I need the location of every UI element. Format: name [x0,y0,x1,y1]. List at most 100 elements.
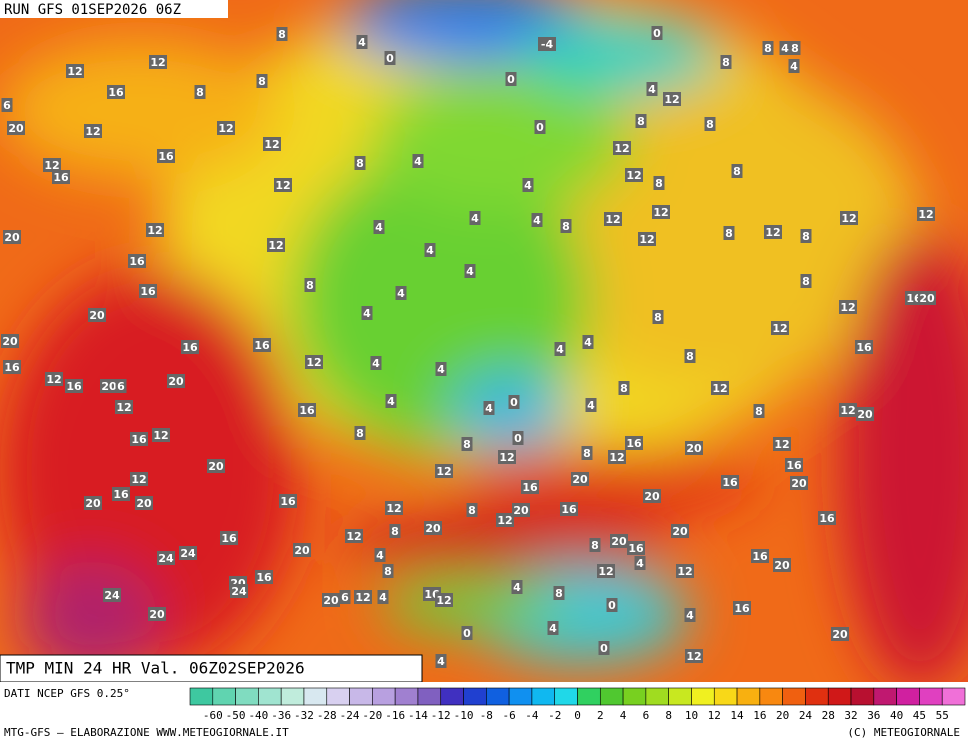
label-box [382,564,394,578]
label-box [356,35,368,49]
label-box [298,403,316,417]
color-swatch [326,687,350,706]
label-box [597,564,615,578]
value-label: 8 [463,438,471,451]
label-box [585,398,597,412]
value-label: 12 [147,224,162,237]
colorbar-label: 55 [936,709,949,722]
label-box [512,503,530,517]
label-box [370,356,382,370]
value-label: 4 [549,622,557,635]
value-label: 8 [384,565,392,578]
label-box [618,381,630,395]
label-box [461,626,473,640]
value-label: 4 [466,265,474,278]
value-label: 4 [524,179,532,192]
label-box [146,223,164,237]
label-box [276,27,288,41]
label-box [720,55,732,69]
value-label: 12 [116,401,131,414]
label-box [322,593,340,607]
value-label: 0 [386,52,394,65]
colorbar-label: -2 [548,709,561,722]
color-swatch [349,687,373,706]
value-label: 16 [4,361,20,374]
label-box [652,310,664,324]
label-box [148,607,166,621]
value-label: 8 [583,447,591,460]
value-label: 4 [397,287,405,300]
label-box [589,538,601,552]
color-swatch [280,687,305,706]
value-label: 4 [358,36,366,49]
value-label: -4 [541,38,554,51]
color-swatch [827,687,852,706]
value-label: 8 [802,275,810,288]
label-box [389,524,401,538]
label-box [461,437,473,451]
colorbar-label: 16 [753,709,766,722]
value-label: 20 [208,460,224,473]
value-label: 20 [85,497,101,510]
color-swatch [258,687,282,706]
label-box [112,487,130,501]
value-label: 12 [67,65,82,78]
label-box [84,496,102,510]
value-label: 16 [561,503,577,516]
value-label: 4 [437,655,445,668]
label-box [45,372,63,386]
value-label: 8 [791,42,799,55]
colorbar-label: 45 [913,709,926,722]
label-box [115,379,127,393]
label-box [522,178,534,192]
value-label: 4 [379,591,387,604]
label-box [107,85,125,99]
label-box [723,226,735,240]
value-label: 20 [425,522,441,535]
label-box [230,584,248,598]
value-label: 20 [832,628,848,641]
value-label: 4 [587,399,595,412]
colorbar-label: -20 [362,709,382,722]
colorbar-label: 0 [574,709,581,722]
label-box [293,543,311,557]
label-box [52,170,70,184]
title-box [0,654,423,683]
value-label: 20 [857,408,873,421]
color-swatch [486,687,510,706]
label-box [7,121,25,135]
label-box [598,641,610,655]
value-label: 12 [436,594,451,607]
value-label: 8 [706,118,714,131]
value-label: 20 [4,231,20,244]
value-label: 20 [136,497,152,510]
value-label: 8 [725,227,733,240]
label-box [531,213,543,227]
temperature-field [0,0,968,682]
color-swatch [691,687,715,706]
value-label: 16 [856,341,872,354]
value-label: 12 [664,93,679,106]
value-label: 12 [712,382,727,395]
color-swatch [668,687,692,706]
value-label: 12 [918,208,933,221]
label-box [152,428,170,442]
label-box [521,480,539,494]
value-label: 8 [356,157,364,170]
value-label: 4 [790,60,798,73]
value-label: 16 [129,255,145,268]
value-label: 4 [414,155,422,168]
label-box [505,72,517,86]
label-box [149,55,167,69]
colorbar-label: 28 [822,709,835,722]
value-label: 4 [584,336,592,349]
label-box [412,154,424,168]
label-box [267,238,285,252]
value-label: 16 [221,532,237,545]
value-label: 12 [765,226,780,239]
value-label: 20 [168,375,184,388]
label-box [279,494,297,508]
color-swatch [919,687,943,706]
colorbar-label: -10 [454,709,474,722]
label-box [753,404,765,418]
